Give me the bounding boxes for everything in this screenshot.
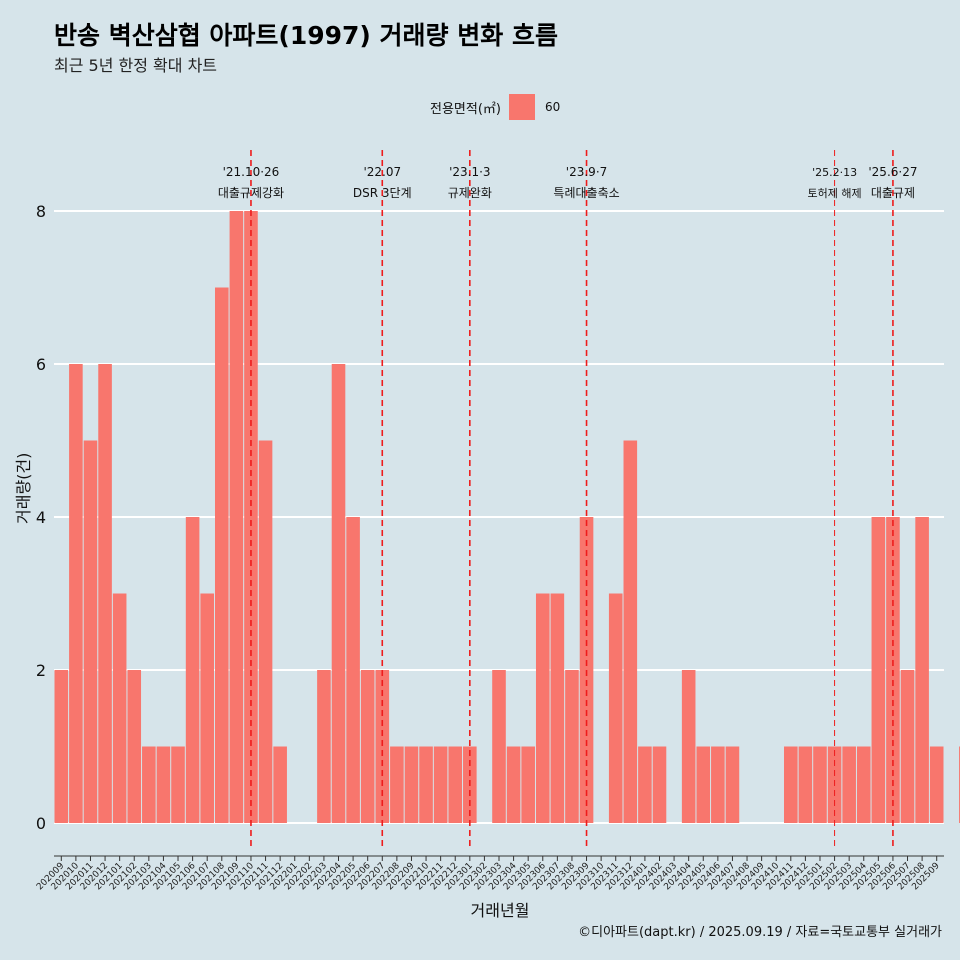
bar [521, 746, 535, 823]
bar [652, 746, 667, 823]
bar [346, 517, 360, 823]
x-axis-title: 거래년월 [470, 901, 530, 920]
bar [550, 593, 565, 823]
y-tick-label: 4 [36, 508, 46, 527]
event-date: '25.2·13 [812, 166, 857, 179]
bar [784, 746, 798, 823]
bar [273, 746, 287, 823]
event-label: DSR 3단계 [353, 186, 412, 200]
bar [390, 746, 404, 823]
bar [214, 287, 229, 823]
bar [258, 440, 273, 823]
y-tick-label: 2 [36, 661, 46, 680]
bar [433, 746, 448, 823]
legend-swatch [508, 94, 535, 120]
bar [915, 517, 929, 823]
bar [900, 670, 915, 823]
event-date: '21.10·26 [223, 165, 280, 179]
bar [171, 746, 185, 823]
bar [98, 364, 112, 823]
bar [929, 746, 944, 823]
bar [842, 746, 856, 823]
event-date: '25.6·27 [868, 165, 917, 179]
chart-title: 반송 벽산삼협 아파트(1997) 거래량 변화 흐름 [54, 21, 558, 50]
bar [54, 670, 69, 823]
bar [244, 211, 258, 823]
bar [317, 670, 331, 823]
bar [565, 670, 579, 823]
bar [623, 440, 638, 823]
bar [404, 746, 419, 823]
bar [871, 517, 886, 823]
bar [156, 746, 171, 823]
bar [813, 746, 827, 823]
bar [711, 746, 725, 823]
event-label: 특례대출축소 [553, 186, 619, 200]
y-tick-label: 0 [36, 814, 46, 833]
bar [200, 593, 214, 823]
bar [506, 746, 521, 823]
bar [638, 746, 652, 823]
bar [419, 746, 433, 823]
bar [492, 670, 506, 823]
chart-subtitle: 최근 5년 한정 확대 차트 [54, 56, 218, 75]
bar [142, 746, 156, 823]
bar [696, 746, 711, 823]
bar [681, 670, 696, 823]
bar [185, 517, 200, 823]
y-tick-label: 8 [36, 202, 46, 221]
bar [608, 593, 623, 823]
bar [331, 364, 346, 823]
legend-title: 전용면적(㎡) [430, 101, 501, 117]
bar [375, 670, 390, 823]
event-date: '23.9·7 [566, 165, 607, 179]
y-axis-title: 거래량(건) [14, 452, 33, 524]
bar [535, 593, 550, 823]
bar [856, 746, 871, 823]
bar [725, 746, 740, 823]
bar [83, 440, 98, 823]
legend-entry: 60 [544, 100, 561, 114]
event-label: 대출규제강화 [218, 186, 284, 200]
y-tick-label: 6 [36, 355, 46, 374]
bar [229, 211, 244, 823]
event-label: 대출규제 [871, 186, 915, 200]
event-label: 규제완화 [448, 186, 492, 200]
bar [360, 670, 375, 823]
event-date: '23.1·3 [449, 165, 490, 179]
event-label: 토허제 해제 [808, 186, 862, 200]
bar [112, 593, 127, 823]
legend: 전용면적(㎡) 60 [430, 94, 560, 120]
bar [69, 364, 83, 823]
bar [448, 746, 463, 823]
bar [127, 670, 142, 823]
source-caption: ©디아파트(dapt.kr) / 2025.09.19 / 자료=국토교통부 실… [578, 925, 942, 940]
bar [798, 746, 813, 823]
event-date: '22.07 [363, 165, 401, 179]
